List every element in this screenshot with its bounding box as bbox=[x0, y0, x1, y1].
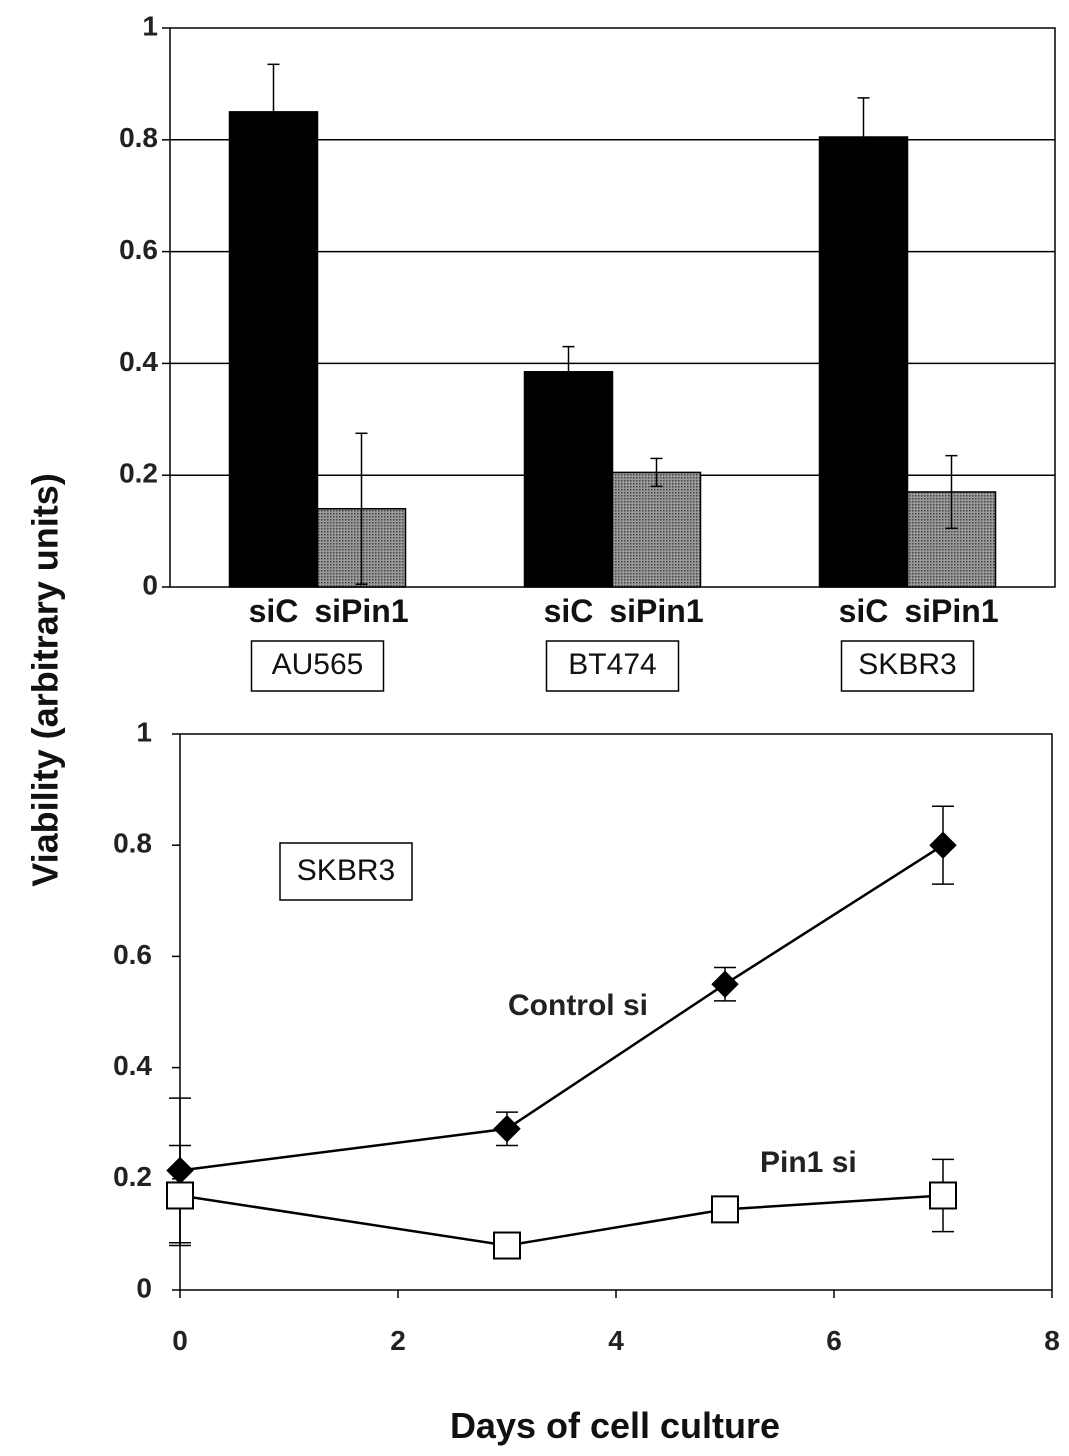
cell-line-box bbox=[545, 640, 680, 692]
data-point-Pin1 si bbox=[929, 1181, 957, 1210]
series-annotation: Control si bbox=[508, 989, 648, 1022]
x-axis-label: Days of cell culture bbox=[450, 1405, 780, 1446]
line-y-tick-label: 0.8 bbox=[113, 828, 152, 859]
y-axis-label: Viability (arbitrary units) bbox=[25, 473, 66, 886]
bar-AU565-siC bbox=[228, 111, 319, 588]
data-point-Pin1 si bbox=[711, 1195, 739, 1224]
bar-chart: 0 0.2 0.4 0.6 0.8 1 siC siPin1 AU565 siC siPin1 BT4… bbox=[119, 10, 1056, 692]
inset-label: SKBR3 bbox=[297, 854, 395, 887]
bar-category-label: siPin1 bbox=[314, 593, 408, 629]
bar-category-label: siPin1 bbox=[904, 593, 998, 629]
bar-category-label: siC bbox=[544, 593, 594, 629]
line-y-tick-label: 0.4 bbox=[113, 1050, 152, 1081]
bar-BT474-siC bbox=[523, 371, 614, 588]
cell-line-box bbox=[840, 640, 975, 692]
bar-y-tick-label: 0.8 bbox=[119, 122, 158, 153]
cell-line-label: SKBR3 bbox=[858, 648, 956, 681]
bar-y-tick-label: 1 bbox=[142, 10, 158, 41]
line-x-tick-label: 2 bbox=[390, 1325, 406, 1356]
inset-label-box bbox=[279, 842, 413, 901]
line-chart: 0 0.2 0.4 0.6 0.8 1 0 2 4 6 8 SKBR3 Control si Pin1 s… bbox=[113, 716, 1060, 1356]
line-y-tick-label: 0 bbox=[136, 1272, 152, 1303]
data-point-Control si bbox=[493, 1115, 521, 1143]
bar-SKBR3-siC bbox=[818, 136, 909, 588]
line-x-tick-label: 6 bbox=[826, 1325, 842, 1356]
bar-category-label: siPin1 bbox=[609, 593, 703, 629]
series-line-Control si bbox=[179, 844, 944, 1172]
series-annotation: Pin1 si bbox=[760, 1146, 857, 1179]
bar-y-tick-label: 0 bbox=[142, 569, 158, 600]
bar-y-tick-label: 0.6 bbox=[119, 234, 158, 265]
line-x-tick-label: 4 bbox=[608, 1325, 624, 1356]
series-line-Pin1 si bbox=[179, 1194, 944, 1247]
data-point-Pin1 si bbox=[493, 1231, 521, 1260]
line-y-tick-label: 0.2 bbox=[113, 1161, 152, 1192]
bar-BT474-siPin1 bbox=[611, 471, 702, 588]
data-point-Pin1 si bbox=[166, 1181, 194, 1210]
cell-line-label: BT474 bbox=[568, 648, 656, 681]
bar-category-label: siC bbox=[839, 593, 889, 629]
bar-category-label: siC bbox=[249, 593, 299, 629]
data-point-Control si bbox=[929, 831, 957, 859]
data-point-Control si bbox=[711, 970, 739, 998]
bar-y-tick-label: 0.4 bbox=[119, 346, 158, 377]
line-y-tick-label: 0.6 bbox=[113, 939, 152, 970]
bar-y-tick-label: 0.2 bbox=[119, 458, 158, 489]
line-y-tick-label: 1 bbox=[136, 716, 152, 747]
line-x-tick-label: 8 bbox=[1044, 1325, 1060, 1356]
cell-line-box bbox=[250, 640, 385, 692]
line-x-tick-label: 0 bbox=[172, 1325, 188, 1356]
cell-line-label: AU565 bbox=[272, 648, 364, 681]
